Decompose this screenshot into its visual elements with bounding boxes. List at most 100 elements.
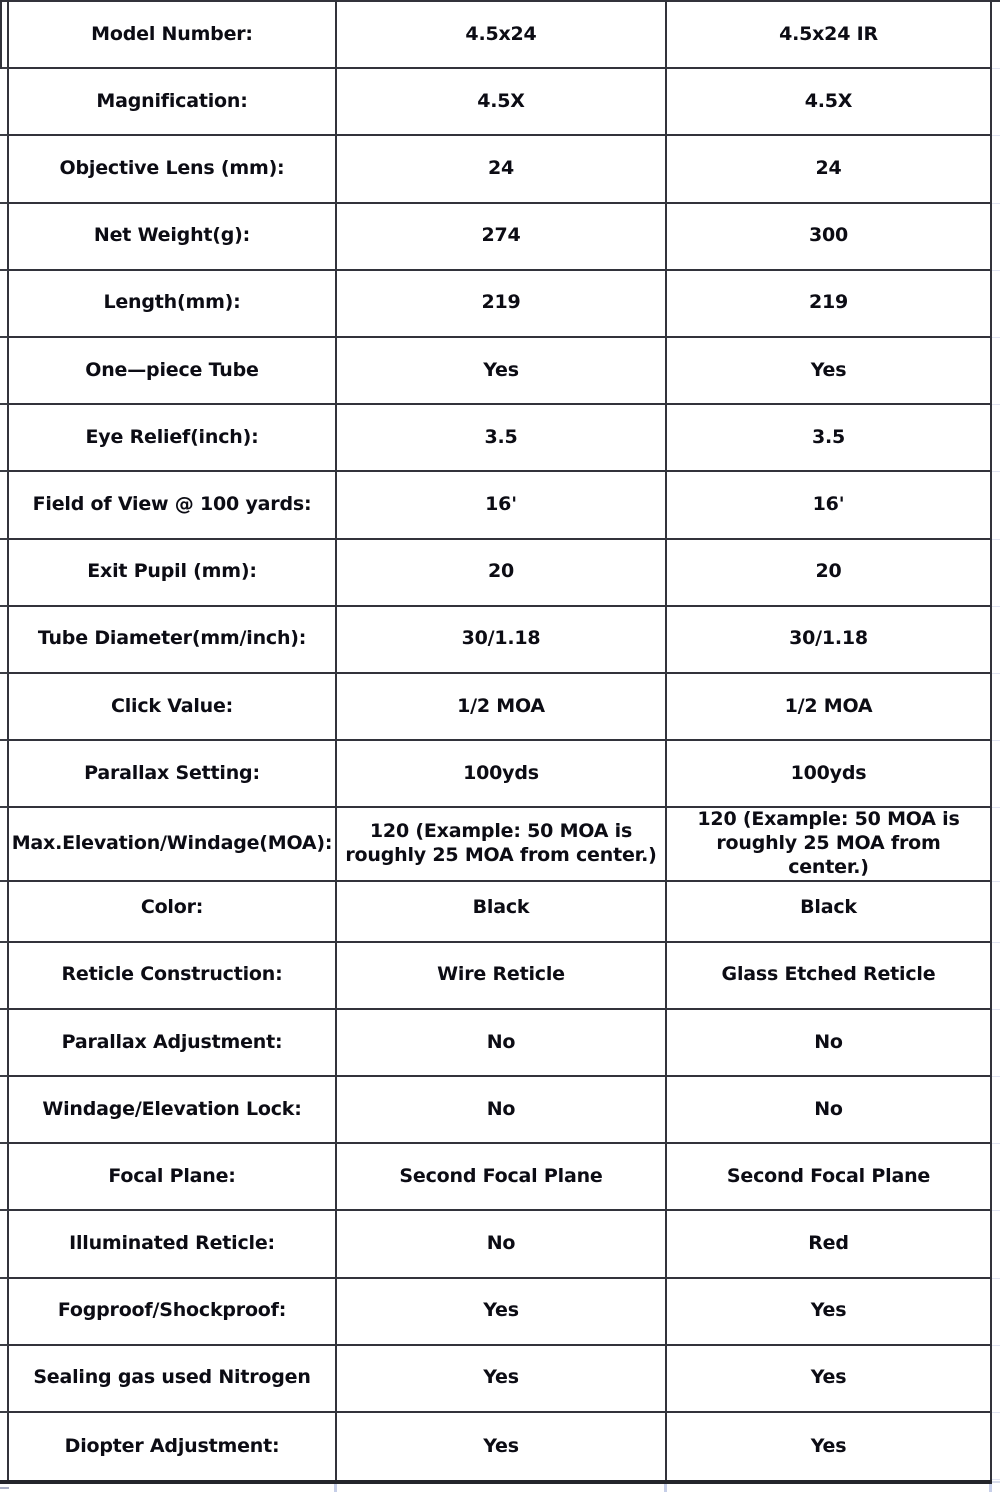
right-margin-cell	[992, 1211, 1000, 1279]
spec-value-model-a: 120 (Example: 50 MOA is roughly 25 MOA f…	[337, 808, 667, 882]
spec-value-model-a: 4.5x24	[337, 2, 667, 70]
row-color: Color: Black Black	[0, 875, 1000, 943]
spec-label: Color:	[9, 875, 337, 943]
spec-label: Parallax Setting:	[9, 741, 337, 809]
spec-label: Focal Plane:	[9, 1144, 337, 1212]
right-margin-cell	[992, 204, 1000, 271]
left-margin-cell	[0, 741, 9, 809]
row-field-of-view: Field of View @ 100 yards: 16' 16'	[0, 472, 1000, 540]
spec-value-model-a: Yes	[337, 337, 667, 406]
left-margin-cell	[0, 1144, 9, 1212]
spec-value-model-a: Yes	[337, 1412, 667, 1481]
left-margin-cell	[0, 875, 9, 943]
left-margin-cell	[0, 405, 9, 473]
spec-value-model-b: Black	[667, 875, 992, 943]
row-parallax-adjustment: Parallax Adjustment: No No	[0, 1009, 1000, 1077]
right-margin-cell	[992, 1413, 1000, 1481]
left-margin-cell	[0, 1345, 9, 1413]
table-bottom-border	[0, 1480, 992, 1484]
left-margin-cell	[0, 472, 9, 540]
spec-label: Click Value:	[9, 673, 337, 742]
spec-value-model-b: 30/1.18	[667, 606, 992, 674]
right-margin-cell	[992, 69, 1000, 137]
right-margin-cell	[992, 1279, 1000, 1346]
row-eye-relief: Eye Relief(inch): 3.5 3.5	[0, 405, 1000, 473]
spec-value-model-b: Yes	[667, 1278, 992, 1346]
row-model-number: Model Number: 4.5x24 4.5x24 IR	[0, 2, 1000, 70]
left-margin-cell	[0, 1412, 9, 1481]
left-margin-cell	[0, 673, 9, 742]
spec-value-model-a: Yes	[337, 1345, 667, 1413]
spec-label: Illuminated Reticle:	[9, 1211, 337, 1279]
right-margin-cell	[992, 741, 1000, 809]
spec-label: One—piece Tube	[9, 337, 337, 406]
spec-value-model-b: 120 (Example: 50 MOA is roughly 25 MOA f…	[667, 808, 992, 882]
row-windage-elevation-lock: Windage/Elevation Lock: No No	[0, 1077, 1000, 1145]
spec-value-model-b: Yes	[667, 1412, 992, 1481]
row-magnification: Magnification: 4.5X 4.5X	[0, 69, 1000, 137]
right-margin-cell	[992, 674, 1000, 742]
spec-label: Max.Elevation/Windage(MOA):	[9, 808, 337, 882]
spec-value-model-b: 16'	[667, 472, 992, 540]
spec-value-model-b: 20	[667, 539, 992, 607]
spec-label: Fogproof/Shockproof:	[9, 1278, 337, 1346]
right-margin-cell	[992, 136, 1000, 204]
spec-label: Field of View @ 100 yards:	[9, 472, 337, 540]
left-edge-line	[0, 0, 2, 69]
spec-value-model-b: Yes	[667, 337, 992, 406]
right-margin-cell	[992, 1010, 1000, 1077]
spec-value-model-a: Wire Reticle	[337, 942, 667, 1010]
column-line-stub	[989, 1484, 992, 1492]
row-objective-lens: Objective Lens (mm): 24 24	[0, 136, 1000, 204]
spec-value-model-a: 3.5	[337, 405, 667, 473]
spec-value-model-b: 24	[667, 136, 992, 204]
left-margin-cell	[0, 1009, 9, 1077]
right-margin-cell	[992, 271, 1000, 338]
spec-value-model-a: 30/1.18	[337, 606, 667, 674]
spec-label: Eye Relief(inch):	[9, 405, 337, 473]
spec-value-model-b: Second Focal Plane	[667, 1144, 992, 1212]
row-one-piece-tube: One—piece Tube Yes Yes	[0, 337, 1000, 406]
spec-value-model-b: Glass Etched Reticle	[667, 942, 992, 1010]
spec-value-model-a: No	[337, 1009, 667, 1077]
left-margin-cell	[0, 203, 9, 271]
row-focal-plane: Focal Plane: Second Focal Plane Second F…	[0, 1144, 1000, 1212]
left-margin-cell	[0, 136, 9, 204]
spec-label: Model Number:	[9, 2, 337, 70]
spec-label: Diopter Adjustment:	[9, 1412, 337, 1481]
spec-value-model-b: No	[667, 1009, 992, 1077]
spec-label: Tube Diameter(mm/inch):	[9, 606, 337, 674]
right-margin-cell	[992, 1346, 1000, 1413]
bottom-border-faint-tail	[992, 1481, 1000, 1483]
right-margin-cell	[992, 2, 1000, 70]
right-margin-cell	[992, 808, 1000, 882]
spec-value-model-a: 24	[337, 136, 667, 204]
column-line-stub	[334, 1484, 337, 1492]
spec-value-model-a: Black	[337, 875, 667, 943]
spec-value-model-a: 4.5X	[337, 69, 667, 137]
spec-value-model-b: 100yds	[667, 741, 992, 809]
row-exit-pupil: Exit Pupil (mm): 20 20	[0, 539, 1000, 607]
right-margin-cell	[992, 875, 1000, 943]
row-diopter-adjustment: Diopter Adjustment: Yes Yes	[0, 1412, 1000, 1481]
right-margin-cell	[992, 607, 1000, 674]
spec-label: Parallax Adjustment:	[9, 1009, 337, 1077]
left-margin-cell	[0, 337, 9, 406]
spec-value-model-a: Yes	[337, 1278, 667, 1346]
right-margin-cell	[992, 405, 1000, 473]
spec-value-model-a: 100yds	[337, 741, 667, 809]
row-sealing-gas: Sealing gas used Nitrogen Yes Yes	[0, 1345, 1000, 1413]
row-reticle-construction: Reticle Construction: Wire Reticle Glass…	[0, 942, 1000, 1010]
left-margin-cell	[0, 270, 9, 338]
spec-value-model-a: 219	[337, 270, 667, 338]
spec-value-model-b: Red	[667, 1211, 992, 1279]
row-length: Length(mm): 219 219	[0, 270, 1000, 338]
right-margin-cell	[992, 943, 1000, 1010]
spec-label: Magnification:	[9, 69, 337, 137]
row-click-value: Click Value: 1/2 MOA 1/2 MOA	[0, 673, 1000, 742]
spec-label: Objective Lens (mm):	[9, 136, 337, 204]
spec-label: Windage/Elevation Lock:	[9, 1077, 337, 1145]
spec-label: Net Weight(g):	[9, 203, 337, 271]
